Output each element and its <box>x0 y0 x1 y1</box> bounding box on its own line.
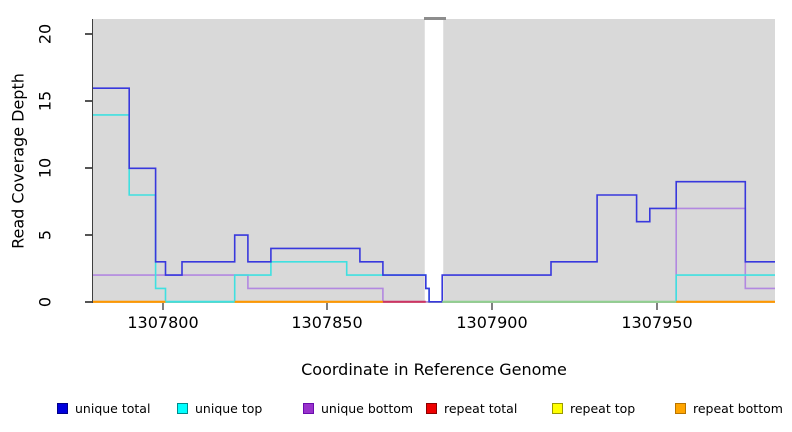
coverage-step-chart <box>93 19 775 303</box>
legend-label: repeat total <box>444 400 518 416</box>
legend-swatch-repeat-total <box>426 402 437 414</box>
masked-gap-band <box>424 19 444 303</box>
y-tick-label-20: 20 <box>35 23 55 45</box>
legend-item-unique-top: unique top <box>177 396 262 420</box>
y-tick-mark-10 <box>85 167 92 169</box>
legend-label: unique total <box>75 400 151 416</box>
x-tick-mark-1307850 <box>326 303 328 310</box>
x-tick-mark-1307900 <box>491 303 493 310</box>
y-tick-mark-20 <box>85 33 92 35</box>
x-tick-label-1307950: 1307950 <box>621 313 693 332</box>
legend-swatch-repeat-top <box>552 402 563 414</box>
plot-panel <box>93 19 775 303</box>
x-tick-label-1307900: 1307900 <box>456 313 528 332</box>
legend-label: repeat top <box>570 400 636 416</box>
legend-item-unique-bottom: unique bottom <box>303 396 413 420</box>
legend-label: repeat bottom <box>693 400 783 416</box>
legend-item-unique-total: unique total <box>57 396 150 420</box>
legend-label: unique bottom <box>321 400 414 416</box>
y-tick-label-15: 15 <box>35 90 55 112</box>
legend-item-repeat-top: repeat top <box>552 396 635 420</box>
x-axis-title: Coordinate in Reference Genome <box>301 360 567 379</box>
x-tick-label-1307850: 1307850 <box>291 313 363 332</box>
y-tick-mark-0 <box>85 301 92 303</box>
legend-item-repeat-total: repeat total <box>426 396 517 420</box>
y-tick-mark-15 <box>85 100 92 102</box>
legend-item-repeat-bottom: repeat bottom <box>675 396 783 420</box>
legend: unique total unique top unique bottom re… <box>0 396 792 420</box>
y-axis-title-text: Read Coverage Depth <box>8 73 28 249</box>
y-tick-mark-5 <box>85 234 92 236</box>
y-tick-label-10: 10 <box>35 157 55 179</box>
legend-swatch-unique-top <box>177 402 188 414</box>
legend-swatch-repeat-bottom <box>675 402 686 414</box>
y-tick-label-0: 0 <box>35 296 55 308</box>
gap-top-mark <box>424 17 446 20</box>
legend-swatch-unique-bottom <box>303 402 314 414</box>
y-axis-line <box>92 19 93 303</box>
x-tick-label-1307800: 1307800 <box>127 313 199 332</box>
legend-label: unique top <box>195 400 263 416</box>
x-tick-mark-1307800 <box>162 303 164 310</box>
y-tick-label-5: 5 <box>35 229 55 241</box>
legend-swatch-unique-total <box>57 402 68 414</box>
series-unique-total <box>93 87 775 303</box>
x-tick-mark-1307950 <box>656 303 658 310</box>
